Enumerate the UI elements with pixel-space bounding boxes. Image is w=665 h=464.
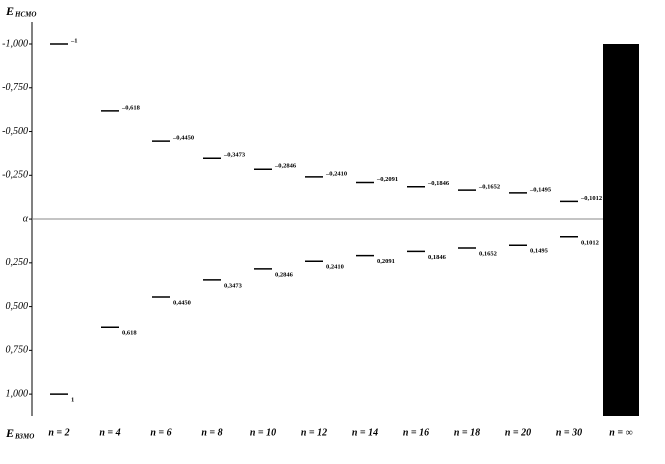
x-tick-label: n = 20 <box>505 427 531 438</box>
level-label: 0,2091 <box>377 258 395 265</box>
y-tick-label: 0,750 <box>6 345 29 356</box>
x-tick-label: n = 16 <box>403 427 429 438</box>
y-tick-label: -1,000 <box>2 38 28 49</box>
x-tick-label: n = ∞ <box>609 427 632 438</box>
level-label: 0,2846 <box>275 271 294 278</box>
x-tick-label: n = 14 <box>352 427 378 438</box>
x-tick-label: n = 10 <box>250 427 276 438</box>
level-label: –0,1012 <box>580 195 602 202</box>
x-tick-label: n = 8 <box>201 427 222 438</box>
y-tick-label: 0,500 <box>6 301 29 312</box>
x-tick-label: n = 30 <box>556 427 582 438</box>
y-tick-label: -0,250 <box>2 170 28 181</box>
y-axis-label-bottom: E <box>5 426 14 440</box>
level-label: 0,1652 <box>479 250 497 257</box>
y-tick-label: 0,250 <box>6 257 29 268</box>
level-label: 0,1495 <box>530 248 549 255</box>
level-label: –0,1846 <box>427 180 450 187</box>
level-label: 1 <box>71 397 74 404</box>
y-axis-label-top-sub: НСМО <box>14 11 36 19</box>
level-label: –1 <box>70 37 78 44</box>
level-label: 0,4450 <box>173 299 191 306</box>
x-tick-label: n = 4 <box>99 427 120 438</box>
y-axis-label-top: E <box>5 4 14 18</box>
level-label: 0,1846 <box>428 254 447 261</box>
level-label: –0,1652 <box>478 184 500 191</box>
x-tick-label: n = 6 <box>150 427 171 438</box>
level-label: –0,3473 <box>223 152 246 159</box>
y-axis-label-bottom-sub: ВЗМО <box>14 433 34 441</box>
level-label: –0,2410 <box>325 170 347 177</box>
band <box>603 44 639 416</box>
y-tick-label: -0,750 <box>2 82 28 93</box>
level-label: 0,1012 <box>581 239 599 246</box>
y-tick-label: α <box>23 213 29 224</box>
level-label: –0,2846 <box>274 163 297 170</box>
level-label: –0,2091 <box>376 176 398 183</box>
level-label: –0,618 <box>121 104 141 111</box>
x-tick-label: n = 2 <box>48 427 69 438</box>
y-tick-label: 1,000 <box>6 388 29 399</box>
level-label: 0,3473 <box>224 282 243 289</box>
level-label: –0,1495 <box>529 186 552 193</box>
level-label: –0,4450 <box>172 135 194 142</box>
level-label: 0,618 <box>122 330 137 337</box>
x-tick-label: n = 12 <box>301 427 327 438</box>
level-label: 0,2410 <box>326 264 344 271</box>
x-tick-label: n = 18 <box>454 427 480 438</box>
y-tick-label: -0,500 <box>2 126 28 137</box>
